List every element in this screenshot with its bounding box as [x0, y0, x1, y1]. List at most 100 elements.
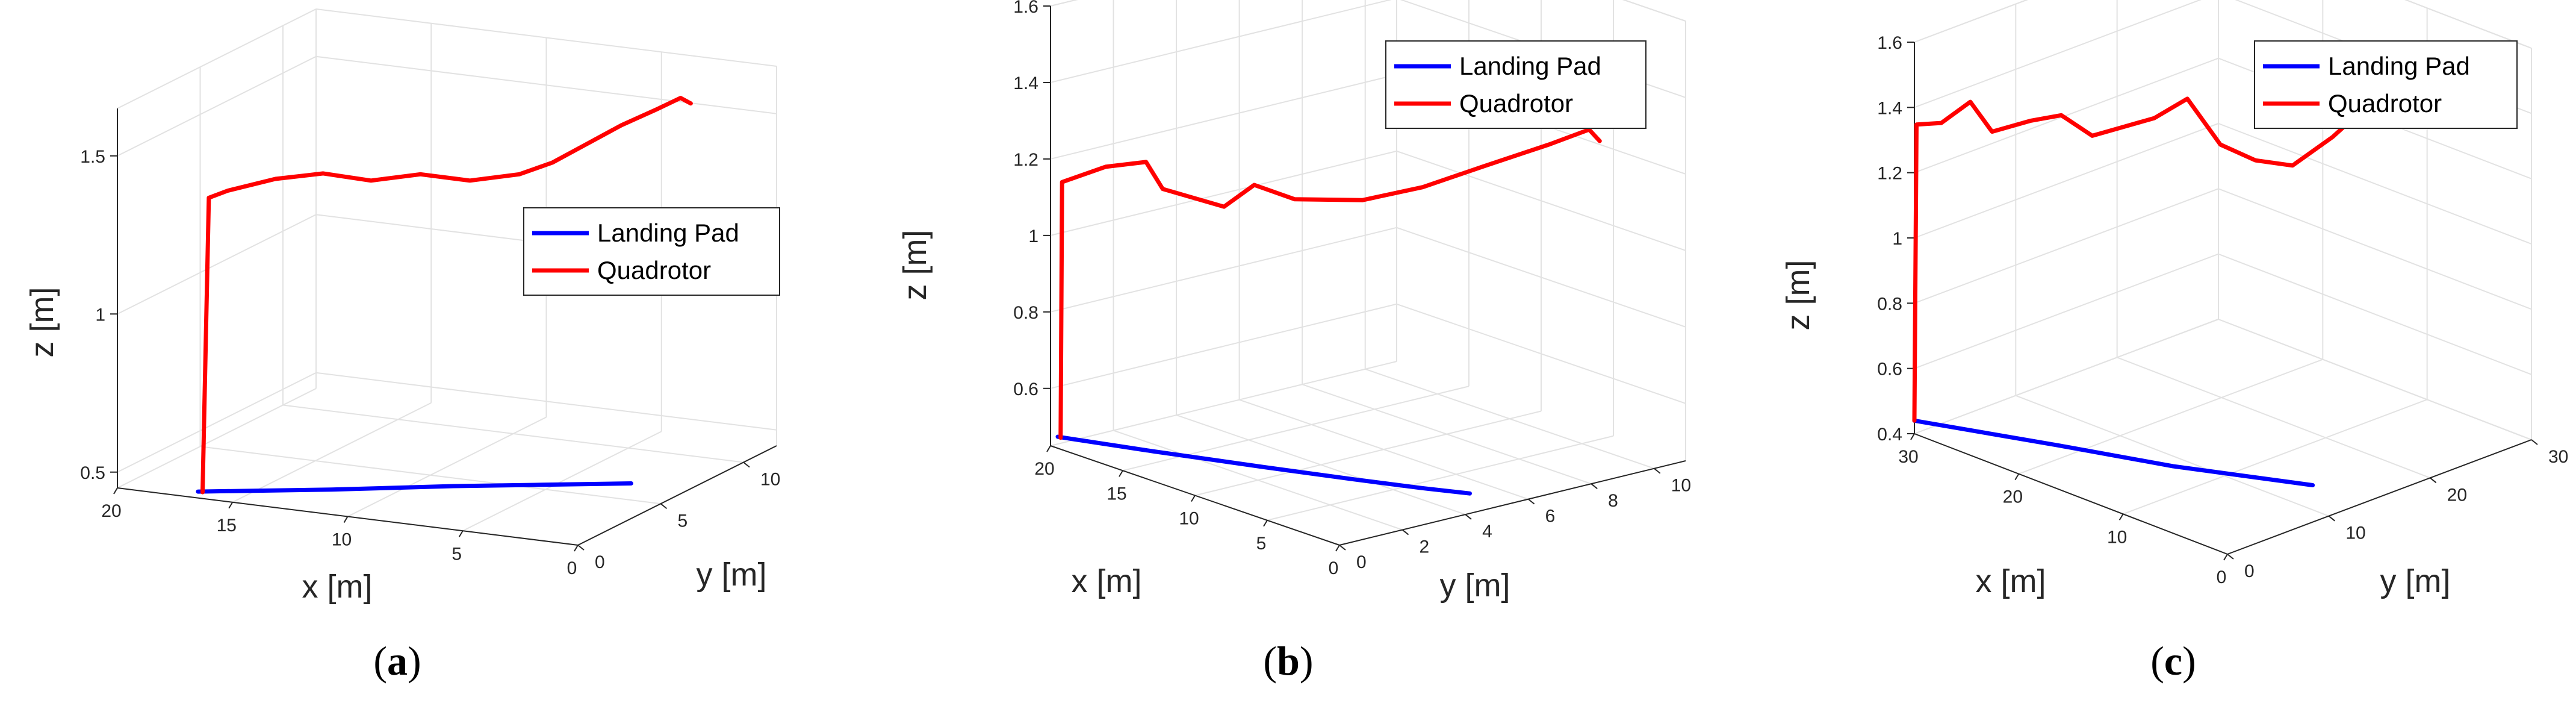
y-tick-label: 10: [1671, 476, 1691, 496]
z-tick-label: 1.4: [1877, 98, 1902, 118]
legend: Landing Pad Quadrotor: [1385, 40, 1646, 129]
z-tick-label: 1.2: [1013, 150, 1038, 170]
grid-line: [1396, 226, 1686, 328]
grid-line: [1302, 384, 1592, 485]
grid-line: [462, 431, 662, 532]
y-tick: [1339, 545, 1346, 551]
x-tick: [1910, 433, 1915, 440]
x-tick: [1046, 445, 1051, 452]
y-tick: [660, 503, 668, 510]
legend-box: [523, 207, 780, 296]
grid-line: [1239, 399, 1529, 500]
grid-line: [1396, 150, 1686, 251]
legend-entry-label: Landing Pad: [597, 219, 739, 247]
z-tick-label: 0.8: [1877, 294, 1902, 314]
z-tick-label: 1: [1028, 226, 1038, 246]
y-tick-label: 0: [2244, 561, 2255, 581]
legend-entry-label: Quadrotor: [597, 256, 711, 284]
y-tick: [2430, 477, 2437, 484]
grid-line: [1365, 368, 1655, 469]
series-line-landing-pad: [196, 481, 633, 494]
grid-line: [2123, 399, 2428, 515]
x-tick-label: 20: [1034, 459, 1054, 479]
x-axis-line: [1914, 433, 2228, 555]
grid-line: [315, 372, 777, 431]
grid-line: [2218, 319, 2532, 440]
x-axis-label: x [m]: [1976, 563, 2046, 599]
box-edge: [1050, 0, 1078, 7]
legend: Landing Pad Quadrotor: [2254, 40, 2518, 129]
y-axis-line: [2227, 439, 2532, 555]
y-tick-label: 0: [1356, 552, 1367, 572]
box-edge: [1914, 0, 2028, 43]
x-tick: [2223, 554, 2228, 561]
y-tick: [577, 545, 585, 551]
y-tick: [1401, 529, 1409, 536]
z-axis-label: z [m]: [24, 287, 60, 358]
x-tick-label: 10: [2107, 527, 2127, 547]
y-tick: [2531, 439, 2538, 445]
grid-line: [117, 388, 317, 489]
z-tick-label: 1.2: [1877, 164, 1902, 184]
y-tick-label: 8: [1608, 491, 1618, 511]
grid-line: [1396, 303, 1686, 404]
y-tick: [1528, 498, 1535, 505]
grid-line: [315, 55, 777, 114]
legend-box: [1385, 40, 1646, 129]
z-axis-label: z [m]: [1780, 260, 1816, 331]
y-axis-label: y [m]: [697, 557, 767, 593]
chart-panel-b: 20 15 10 5 0 0 2 4 6 8 10 0.6 0.8 1 1.2 1.4 1.6 x [m] y [m…: [897, 0, 1691, 684]
y-tick-label: 6: [1545, 507, 1556, 526]
z-tick-label: 1.6: [1013, 0, 1038, 17]
x-tick: [574, 545, 579, 552]
x-tick-label: 10: [332, 530, 352, 550]
x-tick-label: 20: [101, 501, 121, 521]
z-tick-label: 1.5: [80, 147, 105, 167]
grid-line: [2218, 253, 2532, 375]
x-tick: [2014, 473, 2020, 481]
grid-line: [2218, 188, 2532, 310]
series-line-quadrotor: [1912, 95, 2402, 423]
grid-line: [117, 55, 317, 157]
z-tick-label: 1: [1892, 229, 1902, 249]
z-tick-label: 0.4: [1877, 425, 1902, 445]
x-tick-label: 15: [217, 516, 237, 536]
grid-line: [2015, 395, 2329, 517]
grid-line: [1050, 303, 1397, 389]
y-tick-label: 2: [1420, 537, 1430, 557]
panel-caption: (a): [373, 638, 421, 684]
y-tick-label: 0: [595, 552, 605, 572]
grid-line: [1050, 0, 1392, 83]
y-tick: [1654, 467, 1661, 474]
panel-caption: (b): [1263, 638, 1313, 684]
grid-line: [1914, 253, 2219, 369]
y-tick-label: 10: [760, 470, 780, 490]
x-tick-label: 0: [567, 558, 577, 578]
box-edge: [117, 8, 317, 109]
grid-line: [2117, 357, 2431, 479]
z-tick-label: 0.5: [80, 463, 105, 483]
grid-line: [1113, 429, 1403, 531]
z-tick-label: 0.8: [1013, 303, 1038, 323]
box-edge: [1622, 0, 1686, 22]
series-line-landing-pad: [1912, 418, 2315, 487]
y-tick: [1465, 514, 1472, 520]
x-axis-label: x [m]: [1072, 563, 1142, 599]
grid-line: [1914, 0, 2202, 108]
grid-line: [1122, 386, 1470, 472]
grid-line: [200, 446, 661, 505]
grid-line: [1914, 188, 2219, 304]
x-tick-label: 20: [2003, 487, 2023, 507]
grid-line: [1267, 435, 1614, 521]
caption-letter: c: [2164, 638, 2182, 684]
grid-line: [1914, 0, 2028, 43]
x-tick-label: 10: [1179, 509, 1199, 529]
y-axis-line: [1339, 460, 1686, 546]
grid-line: [117, 372, 317, 473]
grid-line: [1050, 73, 1397, 160]
grid-line: [1176, 414, 1466, 516]
x-tick: [113, 487, 118, 495]
z-axis-label: z [m]: [897, 230, 933, 301]
caption-letter: a: [387, 638, 408, 684]
